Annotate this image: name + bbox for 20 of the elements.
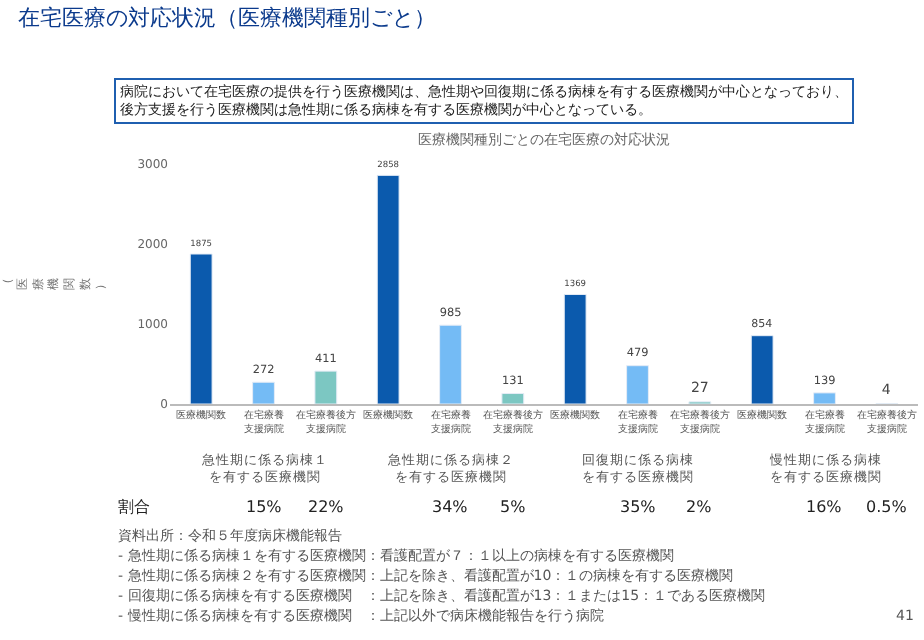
bar	[813, 392, 836, 404]
text: 5%	[500, 498, 527, 516]
bar	[376, 174, 400, 404]
bar	[501, 393, 525, 404]
text: 22%	[308, 498, 345, 516]
bar	[750, 335, 774, 404]
bar	[563, 293, 587, 404]
bar	[626, 365, 649, 404]
text: 35%	[620, 498, 657, 516]
bar	[314, 370, 338, 404]
text: 割合	[118, 498, 150, 516]
text: 0.5%	[866, 498, 908, 516]
text: 16%	[806, 498, 843, 516]
text: 34%	[432, 498, 469, 516]
text: 15%	[246, 498, 283, 516]
bar	[439, 324, 462, 404]
text: 2%	[686, 498, 713, 516]
chart-title: 在宅医療の対応状況（医療機関種別ごと）	[18, 5, 437, 31]
bar	[252, 381, 275, 404]
bar	[189, 253, 213, 404]
